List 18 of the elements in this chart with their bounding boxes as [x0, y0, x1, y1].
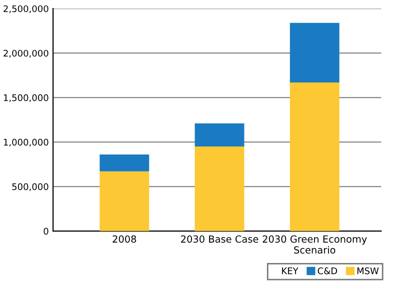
y-tick-label: 500,000 [12, 183, 48, 192]
bar [290, 22, 340, 82]
bar [100, 154, 150, 172]
legend-title: KEY [282, 268, 298, 274]
bar [290, 82, 340, 232]
x-tick-label: 2008 [112, 235, 136, 243]
legend-label: C&D [318, 267, 338, 274]
y-tick-label: 1,000,000 [4, 138, 48, 147]
y-tick-label: 1,500,000 [4, 94, 48, 102]
bar [194, 146, 244, 232]
bar [194, 123, 244, 147]
y-tick-label: 2,500,000 [4, 5, 48, 14]
x-tick-label: 2030 Base Case [181, 235, 258, 243]
bar [100, 171, 150, 232]
x-tick-label: 2030 Green Economy Scenario [262, 235, 367, 254]
y-tick-label: 0 [44, 228, 48, 235]
y-tick-label: 2,000,000 [4, 50, 48, 58]
legend-label: MSW [357, 267, 379, 274]
